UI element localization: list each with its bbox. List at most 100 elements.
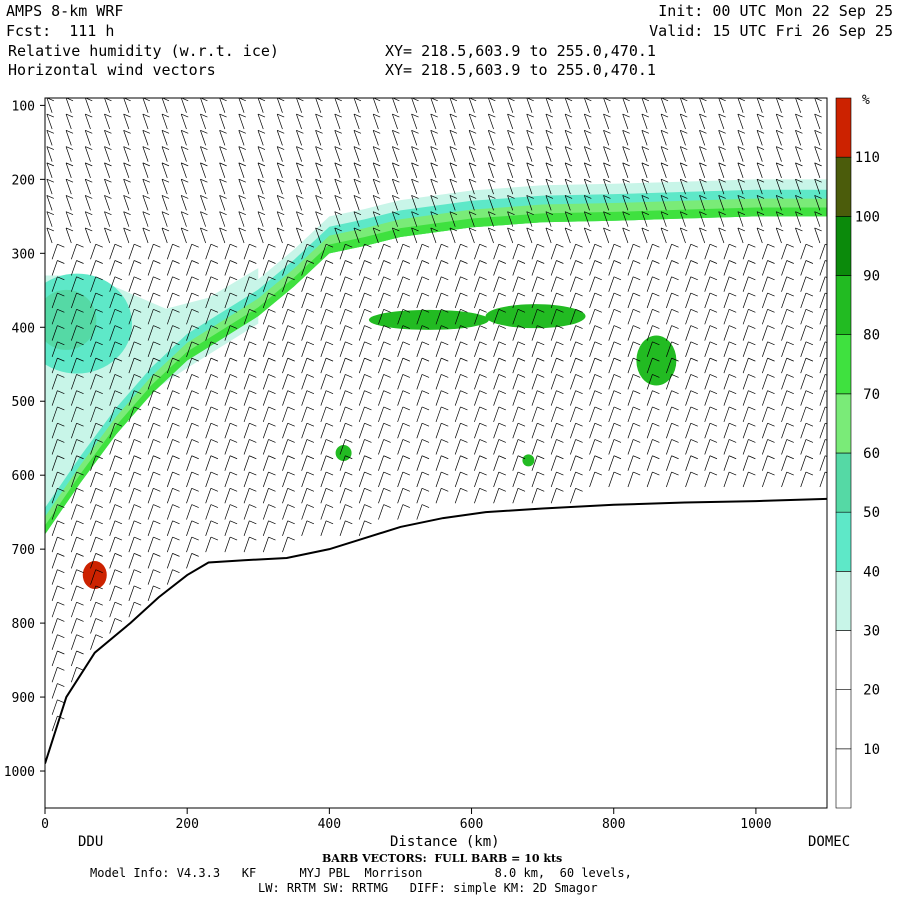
- wind-barb-flag: [210, 520, 219, 525]
- wind-barb: [392, 113, 398, 130]
- wind-barb: [723, 471, 730, 488]
- wind-barb-flag: [575, 455, 583, 460]
- wind-barb: [70, 520, 77, 536]
- wind-barb: [430, 179, 437, 195]
- wind-barb: [660, 195, 667, 211]
- wind-barb: [800, 276, 807, 292]
- colorbar-label: 40: [863, 564, 880, 580]
- wind-barb: [570, 406, 576, 423]
- wind-barb-flag: [133, 504, 142, 508]
- wind-barb-flag: [277, 227, 285, 232]
- wind-barb-flag: [76, 292, 84, 297]
- wind-barb-flag: [345, 439, 353, 443]
- wind-barb: [570, 455, 576, 471]
- wind-barb-flag: [402, 439, 410, 443]
- wind-barb: [742, 260, 749, 276]
- wind-barb: [718, 195, 725, 211]
- wind-barb-flag: [364, 504, 372, 508]
- colorbar-bin: [835, 571, 852, 631]
- colorbar-unit: %: [862, 93, 870, 108]
- wind-barb-flag: [114, 520, 123, 525]
- wind-barb-flag: [729, 260, 737, 264]
- wind-barb: [205, 423, 212, 439]
- wind-barb-flag: [498, 422, 506, 427]
- wind-barb-flag: [268, 390, 276, 394]
- wind-barb: [685, 390, 692, 406]
- wind-barb: [800, 325, 807, 341]
- wind-barb-flag: [537, 374, 545, 378]
- wind-barb: [775, 146, 782, 162]
- wind-barb-flag: [229, 325, 238, 329]
- wind-barb-flag: [441, 243, 449, 248]
- wind-barb-flag: [306, 406, 315, 411]
- wind-barb-flag: [229, 357, 238, 362]
- wind-barb-flag: [517, 341, 526, 346]
- wind-barb: [334, 98, 341, 113]
- wind-barb-flag: [287, 487, 295, 492]
- wind-barb: [411, 195, 418, 211]
- wind-barb: [488, 162, 494, 178]
- wind-barb: [46, 211, 53, 227]
- wind-barb-flag: [65, 162, 74, 167]
- wind-barb-flag: [153, 308, 161, 313]
- wind-barb: [531, 244, 538, 260]
- wind-barb: [392, 227, 398, 244]
- wind-barb: [737, 227, 744, 244]
- wind-barb-flag: [76, 520, 84, 525]
- wind-barb-flag: [575, 487, 583, 492]
- wind-barb: [186, 325, 193, 341]
- wind-barb-flag: [373, 211, 381, 216]
- wind-barb-flag: [594, 292, 602, 297]
- wind-barb: [397, 406, 404, 423]
- wind-barb-flag: [133, 471, 142, 476]
- wind-barb: [474, 455, 480, 471]
- wind-barb: [128, 504, 135, 520]
- wind-barb-flag: [556, 406, 564, 411]
- wind-barb-flag: [814, 227, 822, 232]
- wind-barb-flag: [575, 341, 583, 346]
- wind-barb-flag: [95, 243, 103, 248]
- wind-barb-flag: [786, 260, 794, 264]
- wind-barb: [301, 520, 308, 536]
- colorbar-label: 100: [855, 209, 880, 225]
- wind-barb: [435, 455, 442, 471]
- wind-barb: [128, 276, 135, 292]
- wind-barb: [224, 244, 231, 260]
- wind-barb: [90, 602, 97, 618]
- wind-barb-flag: [268, 406, 276, 411]
- wind-barb: [666, 455, 672, 471]
- wind-barb-flag: [575, 325, 583, 329]
- wind-barb-flag: [402, 357, 410, 362]
- wind-barb: [315, 113, 322, 130]
- wind-barb: [186, 374, 193, 390]
- wind-barb: [512, 406, 519, 423]
- wind-barb-flag: [795, 130, 803, 134]
- wind-barb-flag: [123, 113, 131, 118]
- x-tick-label: 1000: [740, 817, 771, 832]
- wind-barb: [550, 423, 557, 439]
- wind-barb: [570, 423, 576, 439]
- wind-barb-flag: [402, 260, 410, 264]
- wind-barb: [109, 276, 116, 292]
- wind-barb-flag: [219, 130, 227, 134]
- wind-barb: [474, 406, 480, 423]
- wind-barb: [334, 179, 341, 195]
- wind-barb: [564, 179, 571, 195]
- wind-barb: [646, 471, 653, 488]
- wind-barb-flag: [249, 504, 257, 508]
- wind-barb: [205, 536, 212, 553]
- wind-barb: [512, 358, 519, 374]
- wind-barb: [800, 341, 807, 357]
- wind-barb-flag: [671, 455, 679, 460]
- wind-barb: [147, 309, 154, 325]
- wind-barb-flag: [85, 113, 93, 118]
- wind-barb-flag: [421, 439, 430, 443]
- wind-barb: [781, 423, 788, 439]
- wind-barb: [430, 227, 437, 244]
- wind-barb-flag: [161, 130, 170, 134]
- wind-barb-flag: [613, 390, 622, 394]
- y-tick-label: 100: [12, 99, 35, 114]
- wind-barb: [224, 488, 231, 504]
- wind-barb: [186, 423, 193, 439]
- wind-barb-flag: [575, 357, 583, 362]
